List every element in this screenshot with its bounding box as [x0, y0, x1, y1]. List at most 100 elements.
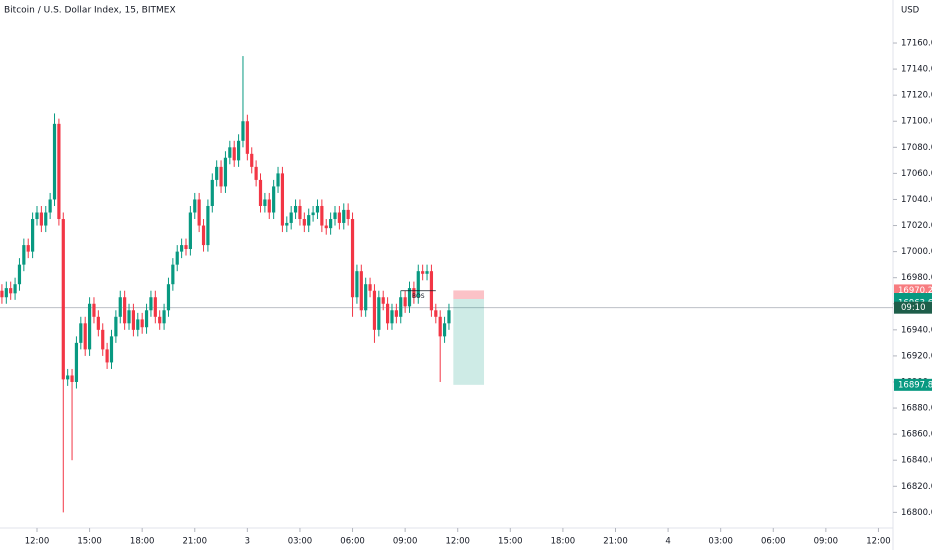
candle-body	[223, 157, 228, 187]
candle-body	[258, 179, 263, 206]
candle-body	[210, 179, 214, 206]
candle-body	[70, 375, 74, 382]
candle-body	[342, 209, 346, 223]
y-tick-label: 17160.00	[901, 39, 932, 49]
target-zone	[453, 299, 485, 385]
candle-body	[171, 264, 175, 285]
candle-body	[52, 123, 57, 200]
y-axis-label: USD	[901, 6, 920, 16]
candle-body	[48, 199, 52, 213]
candle-body	[412, 288, 416, 298]
candle-body	[346, 209, 350, 220]
x-tick-label: 12:00	[445, 537, 470, 547]
y-tick-label: 17140.00	[901, 65, 932, 75]
x-tick-label: 12:00	[866, 537, 891, 547]
candle-body	[96, 316, 100, 330]
candle-body	[320, 205, 324, 226]
candle-body	[324, 225, 328, 229]
y-tick-label: 16860.00	[901, 430, 932, 440]
candle-body	[175, 251, 179, 265]
y-tick-label: 17040.00	[901, 195, 932, 205]
y-tick-label: 17080.00	[901, 143, 932, 153]
candle-body	[228, 147, 232, 158]
candle-body	[272, 186, 276, 213]
target-label: 16897.82	[898, 380, 932, 390]
y-tick-label: 16800.00	[901, 508, 932, 518]
candle-body	[359, 271, 363, 311]
candle-body	[293, 205, 298, 213]
y-tick-label: 17060.00	[901, 169, 932, 179]
candle-body	[101, 329, 105, 350]
candle-body	[219, 166, 223, 187]
y-tick-label: 17020.00	[901, 221, 932, 231]
candle-body	[9, 288, 13, 294]
candle-body	[377, 297, 381, 330]
x-tick-label: 4	[665, 537, 670, 547]
candle-body	[87, 303, 92, 350]
candle-body	[109, 336, 114, 363]
candle-body	[302, 219, 306, 226]
candle-body	[105, 349, 109, 363]
candle-body	[329, 219, 333, 229]
candle-body	[127, 310, 131, 324]
candle-body	[232, 147, 236, 161]
candle-body	[144, 310, 149, 328]
candle-body	[245, 121, 249, 154]
x-tick-label: 15:00	[77, 537, 102, 547]
candle-body	[333, 212, 337, 220]
candle-body	[263, 199, 267, 206]
candle-body	[381, 297, 385, 304]
x-tick-label: 03:00	[708, 537, 733, 547]
y-tick-label: 16820.00	[901, 482, 932, 492]
candle-body	[368, 284, 372, 291]
x-tick-label: 15:00	[498, 537, 523, 547]
candle-body	[434, 310, 438, 317]
candle-body	[0, 290, 4, 298]
candle-body	[201, 225, 206, 246]
candle-body	[407, 288, 412, 307]
x-tick-label: 09:00	[814, 537, 839, 547]
candle-body	[311, 212, 315, 216]
candle-body	[337, 212, 341, 223]
candle-body	[31, 219, 35, 252]
y-tick-label: 16980.00	[901, 273, 932, 283]
candle-body	[66, 375, 70, 380]
candle-body	[197, 199, 201, 226]
candle-body	[236, 140, 241, 161]
x-tick-label: 06:00	[761, 537, 786, 547]
candle-body	[276, 173, 280, 187]
candle-body	[285, 222, 289, 226]
candle-body	[442, 323, 447, 337]
candle-body	[149, 297, 153, 311]
candle-body	[425, 271, 429, 274]
candle-body	[188, 212, 192, 250]
y-tick-label: 17100.00	[901, 117, 932, 127]
bos-label: BOS	[412, 293, 425, 300]
candle-body	[416, 271, 420, 298]
candle-body	[372, 290, 377, 330]
candle-body	[140, 319, 144, 328]
y-tick-label: 16920.00	[901, 351, 932, 361]
candle-body	[79, 323, 83, 343]
candle-body	[123, 297, 127, 324]
candle-body	[355, 271, 359, 298]
candle-body	[390, 310, 394, 324]
candle-body	[44, 212, 48, 226]
candle-body	[61, 219, 65, 380]
candle-body	[289, 212, 293, 223]
candle-body	[421, 271, 425, 274]
candle-body	[438, 316, 442, 337]
candle-body	[298, 205, 302, 220]
x-tick-label: 09:00	[393, 537, 418, 547]
candle-body	[254, 166, 258, 180]
candle-body	[206, 205, 210, 246]
y-tick-label: 16840.00	[901, 456, 932, 466]
candle-body	[394, 310, 398, 317]
candle-body	[447, 310, 451, 324]
x-tick-label: 21:00	[603, 537, 628, 547]
candle-body	[267, 199, 271, 213]
candle-body	[92, 303, 96, 317]
candle-body	[399, 297, 403, 317]
candle-body	[184, 245, 188, 250]
